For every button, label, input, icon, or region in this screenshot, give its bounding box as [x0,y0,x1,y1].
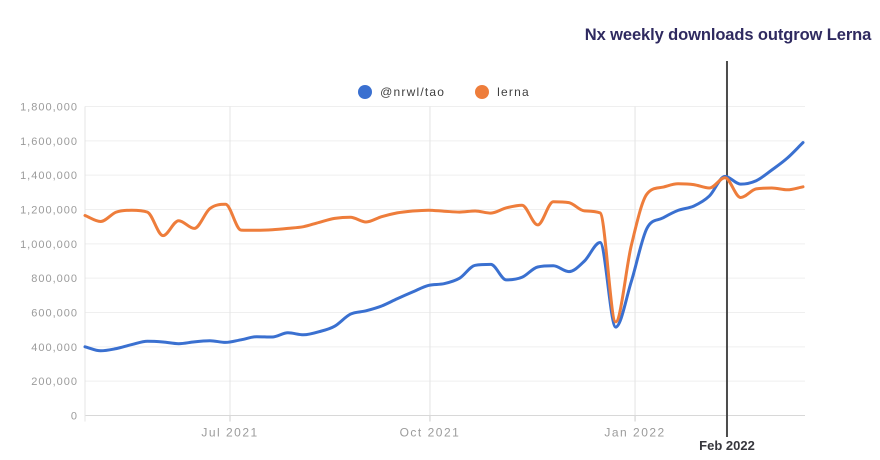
annotation-label-feb-2022: Feb 2022 [699,438,755,453]
x-axis-tick-label: Jul 2021 [201,426,258,440]
y-axis-tick-label: 1,800,000 [20,102,78,114]
series-line-nrwl-tao[interactable] [83,141,805,353]
axis-labels: 0 200,000 400,000 600,000 800,000 1,000,000 1,… [20,102,665,440]
y-axis-tick-label: 1,400,000 [20,170,78,182]
y-axis-tick-label: 1,200,000 [20,205,78,217]
series-lines [83,141,805,353]
legend-label-lerna: lerna [497,85,530,99]
legend-item-lerna[interactable]: lerna [475,85,530,99]
y-axis-tick-label: 200,000 [31,376,78,388]
vertical-gridlines [84,106,636,422]
series-line-lerna[interactable] [83,176,805,324]
nrwl-tao-series-swatch-icon [358,85,373,99]
legend-item-nrwl-tao[interactable]: @nrwl/tao [358,85,445,99]
horizontal-gridlines [85,106,805,416]
y-axis-tick-label: 1,600,000 [20,136,78,148]
y-axis-tick-label: 800,000 [31,273,78,285]
y-axis-tick-label: 0 [71,411,78,423]
legend-label-nrwl-tao: @nrwl/tao [380,85,446,99]
y-axis-tick-label: 600,000 [31,308,78,320]
x-axis-tick-label: Jan 2022 [604,426,665,440]
chart-legend: @nrwl/tao lerna [85,85,803,99]
chart-title: Nx weekly downloads outgrow Lerna [584,26,872,44]
y-axis-tick-label: 1,000,000 [20,239,78,251]
x-axis-tick-label: Oct 2021 [400,426,461,440]
lerna-series-swatch-icon [475,85,490,99]
y-axis-tick-label: 400,000 [31,342,78,354]
